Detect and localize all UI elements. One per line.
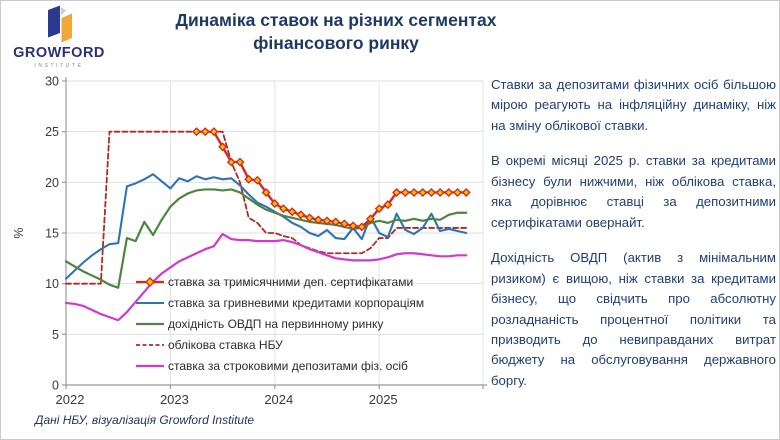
diamond-marker (313, 215, 323, 225)
diamond-marker (279, 204, 288, 214)
diamond-marker (409, 187, 419, 197)
y-tick-label: 0 (52, 379, 59, 393)
source-caption: Дані НБУ, візуалізація Growford Institut… (35, 413, 255, 427)
legend-key-line (136, 365, 164, 368)
y-tick-label: 25 (45, 125, 59, 139)
y-tick-label: 20 (45, 176, 59, 190)
diamond-marker (252, 175, 262, 185)
legend-key-line (136, 344, 164, 347)
growford-logo-icon (48, 5, 72, 43)
y-tick-label: 15 (45, 227, 59, 241)
x-tick-label: 2023 (160, 392, 189, 407)
series-line (65, 130, 468, 285)
legend-item: ставка за гривневими кредитами корпораці… (135, 292, 424, 313)
y-tick-label: 30 (45, 75, 59, 89)
y-tick-label: 5 (52, 328, 59, 342)
legend-item: дохідність ОВДП на первинному ринку (135, 313, 424, 334)
legend-item: облікова ставка НБУ (135, 335, 424, 356)
x-tick-label: 2024 (264, 392, 293, 407)
diamond-marker (200, 127, 210, 137)
diamond-marker (235, 157, 245, 167)
diamond-marker (453, 187, 462, 197)
diamond-marker (218, 142, 228, 152)
diamond-marker (322, 216, 332, 226)
diamond-marker (339, 219, 349, 229)
diamond-marker (400, 187, 410, 197)
diamond-marker (366, 214, 375, 224)
chart-legend: ставка за тримісячними деп. сертифікатам… (135, 271, 424, 377)
rates-chart: 0 5 10 15 20 25 30% 2022 2023 2024 2025 ставка за … (1, 67, 495, 421)
series-line (64, 188, 468, 289)
legend-label: облікова ставка НБУ (168, 338, 283, 353)
diamond-marker (296, 210, 306, 220)
series-line (195, 130, 468, 229)
legend-label: ставка за строковими депозитами фіз. осі… (168, 359, 408, 374)
legend-label: ставка за гривневими кредитами корпораці… (168, 295, 425, 310)
page-title: Динаміка ставок на різних сегментах фіна… (175, 10, 497, 54)
diamond-marker (209, 127, 219, 137)
legend-key-line (136, 301, 164, 304)
commentary-paragraph-1: Ставки за депозитами фізичних осіб більш… (491, 77, 776, 133)
diamond-marker (305, 213, 315, 223)
diamond-marker (192, 127, 201, 137)
diamond-marker (244, 174, 254, 184)
growford-logo: GROWFORD INSTITUTE (3, 4, 115, 69)
logo-institute-text: INSTITUTE (34, 63, 84, 69)
diamond-marker (435, 187, 445, 197)
diamond-marker (383, 200, 393, 210)
diamond-marker (357, 222, 367, 232)
diamond-marker (270, 199, 280, 209)
legend-item: ставка за строковими депозитами фіз. осі… (135, 356, 424, 377)
diamond-marker (261, 187, 271, 197)
legend-label: ставка за тримісячними деп. сертифікатам… (168, 274, 414, 289)
diamond-marker (392, 187, 402, 197)
commentary-panel: Ставки за депозитами фізичних осіб більш… (491, 75, 776, 406)
diamond-marker (426, 187, 436, 197)
legend-item: ставка за тримісячними деп. сертифікатам… (135, 271, 424, 292)
diamond-marker (287, 207, 297, 217)
commentary-paragraph-3: Дохідність ОВДП (актив з мінімальним риз… (491, 250, 776, 388)
x-tick-label: 2025 (369, 392, 398, 407)
legend-label: дохідність ОВДП на первинному ринку (168, 316, 384, 331)
legend-key-line (136, 276, 164, 287)
y-tick-label: 10 (45, 277, 59, 291)
y-axis-label: % (12, 227, 26, 238)
legend-key-line (136, 322, 164, 326)
series-line (64, 232, 468, 322)
x-tick-label: 2022 (56, 392, 85, 407)
diamond-marker (348, 221, 358, 231)
commentary-paragraph-2: В окремі місяці 2025 р. ставки за кредит… (491, 153, 776, 230)
logo-brand-text: GROWFORD (13, 45, 105, 61)
diamond-marker (374, 204, 384, 214)
diamond-marker (444, 187, 454, 197)
diamond-marker (418, 187, 428, 197)
diamond-marker (331, 217, 341, 227)
diamond-marker (461, 187, 471, 197)
diamond-marker (226, 157, 236, 167)
